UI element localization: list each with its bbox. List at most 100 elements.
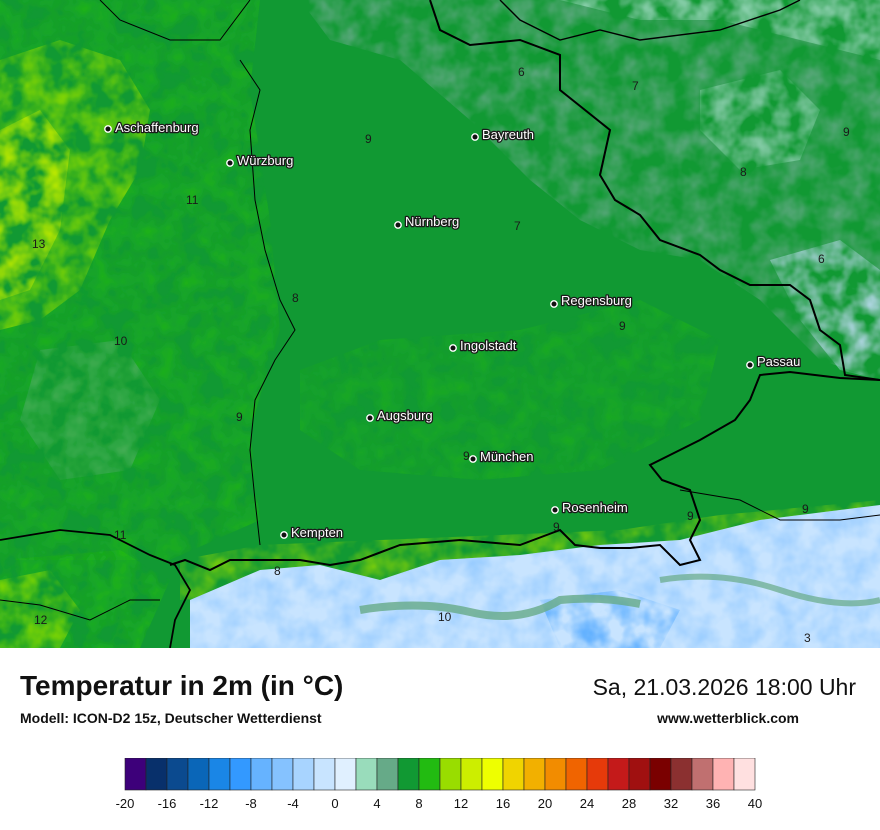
border-hesse xyxy=(99,0,251,41)
city-wuerzburg: Würzburg xyxy=(226,152,295,169)
model-info: Modell: ICON-D2 15z, Deutscher Wetterdie… xyxy=(20,710,322,726)
scale-box xyxy=(460,758,483,791)
city-kempten: Kempten xyxy=(280,524,344,541)
contour-label: 7 xyxy=(632,79,639,93)
map-title: Temperatur in 2m (in °C) xyxy=(20,670,344,701)
contour-label: 9 xyxy=(553,520,560,534)
scale-tick-label: 20 xyxy=(538,796,552,811)
city-dot xyxy=(366,414,374,422)
color-scale: -20 -16 -12 -8 -4 0 4 8 12 16 20 24 28 32 36 40 xyxy=(116,758,763,811)
contour-label: 8 xyxy=(274,564,281,578)
city-dot xyxy=(550,300,558,308)
contour-label: 9 xyxy=(619,319,626,333)
border-saxony xyxy=(499,0,801,41)
scale-box xyxy=(691,758,714,791)
contour-label: 9 xyxy=(802,502,809,516)
contour-label: 12 xyxy=(34,613,48,627)
contour-label: 11 xyxy=(114,528,127,542)
contour-label: 7 xyxy=(514,219,521,233)
temp-zone-east-mint xyxy=(700,70,820,170)
color-scale-boxes xyxy=(124,758,756,791)
scale-box xyxy=(418,758,441,791)
contour-label: 13 xyxy=(32,237,46,251)
scale-box xyxy=(292,758,315,791)
scale-box xyxy=(523,758,546,791)
temp-zone-alps-deep xyxy=(540,590,680,648)
scale-box xyxy=(481,758,504,791)
scale-box xyxy=(502,758,525,791)
city-label: Bayreuth xyxy=(482,127,534,142)
scale-tick-label: -4 xyxy=(287,796,299,811)
color-scale-ticks: -20 -16 -12 -8 -4 0 4 8 12 16 20 24 28 32 36 40 xyxy=(116,796,763,811)
city-label: Würzburg xyxy=(237,153,293,168)
city-label: Augsburg xyxy=(377,408,433,423)
city-dot xyxy=(226,159,234,167)
temp-zone-northwest-core xyxy=(0,110,70,300)
scale-tick-label: 16 xyxy=(496,796,510,811)
scale-tick-label: 40 xyxy=(748,796,762,811)
scale-tick-label: 0 xyxy=(331,796,338,811)
city-dot xyxy=(551,506,559,514)
city-rosenheim: Rosenheim xyxy=(551,499,629,516)
scale-box xyxy=(670,758,693,791)
contour-label: 9 xyxy=(843,125,850,139)
scale-tick-label: 12 xyxy=(454,796,468,811)
scale-tick-label: 32 xyxy=(664,796,678,811)
contour-label: 10 xyxy=(114,334,128,348)
contour-label: 10 xyxy=(438,610,452,624)
scale-box xyxy=(208,758,231,791)
scale-box xyxy=(145,758,168,791)
scale-box xyxy=(439,758,462,791)
scale-box xyxy=(565,758,588,791)
scale-box xyxy=(607,758,630,791)
border-czech xyxy=(429,0,880,381)
contour-label: 9 xyxy=(463,449,470,463)
city-label: Nürnberg xyxy=(405,214,459,229)
city-passau: Passau xyxy=(746,353,802,370)
scale-box xyxy=(313,758,336,791)
scale-box xyxy=(250,758,273,791)
scale-box xyxy=(124,758,147,791)
scale-box xyxy=(544,758,567,791)
website-link[interactable]: www.wetterblick.com xyxy=(657,710,799,726)
contour-label: 3 xyxy=(804,631,811,645)
footer: Temperatur in 2m (in °C) Modell: ICON-D2… xyxy=(0,648,880,830)
scale-box xyxy=(397,758,420,791)
city-label: Rosenheim xyxy=(562,500,628,515)
scale-box xyxy=(733,758,756,791)
contour-label: 6 xyxy=(518,65,525,79)
temperature-map: 6 7 9 9 8 11 13 7 6 8 9 10 9 9 9 9 9 11 … xyxy=(0,0,880,648)
forecast-datetime: Sa, 21.03.2026 18:00 Uhr xyxy=(592,674,856,700)
contour-label: 9 xyxy=(365,132,372,146)
contour-label: 8 xyxy=(292,291,299,305)
city-dot xyxy=(746,361,754,369)
temp-zone-east-cold xyxy=(770,240,880,380)
scale-box xyxy=(166,758,189,791)
scale-tick-label: -8 xyxy=(245,796,257,811)
temp-zone-west-grey xyxy=(20,340,160,480)
alpine-valley xyxy=(359,594,641,620)
border-lake xyxy=(0,529,192,648)
scale-box xyxy=(334,758,357,791)
scale-tick-label: 36 xyxy=(706,796,720,811)
scale-box xyxy=(586,758,609,791)
city-dot xyxy=(280,531,288,539)
city-dot xyxy=(104,125,112,133)
scale-box xyxy=(376,758,399,791)
contour-label: 9 xyxy=(236,410,243,424)
city-label: Ingolstadt xyxy=(460,338,517,353)
scale-box xyxy=(271,758,294,791)
contour-label: 8 xyxy=(740,165,747,179)
city-ingolstadt: Ingolstadt xyxy=(449,337,518,354)
city-dot xyxy=(394,221,402,229)
border-austria xyxy=(169,370,880,572)
scale-tick-label: 28 xyxy=(622,796,636,811)
temp-zone-central xyxy=(300,300,720,480)
temp-zone-southwest-warm xyxy=(0,570,80,648)
city-label: München xyxy=(480,449,533,464)
temp-zone-northeast-cold xyxy=(560,0,880,60)
scale-box xyxy=(187,758,210,791)
city-muenchen: München xyxy=(469,448,535,465)
scale-box xyxy=(355,758,378,791)
contour-label: 11 xyxy=(186,193,199,207)
